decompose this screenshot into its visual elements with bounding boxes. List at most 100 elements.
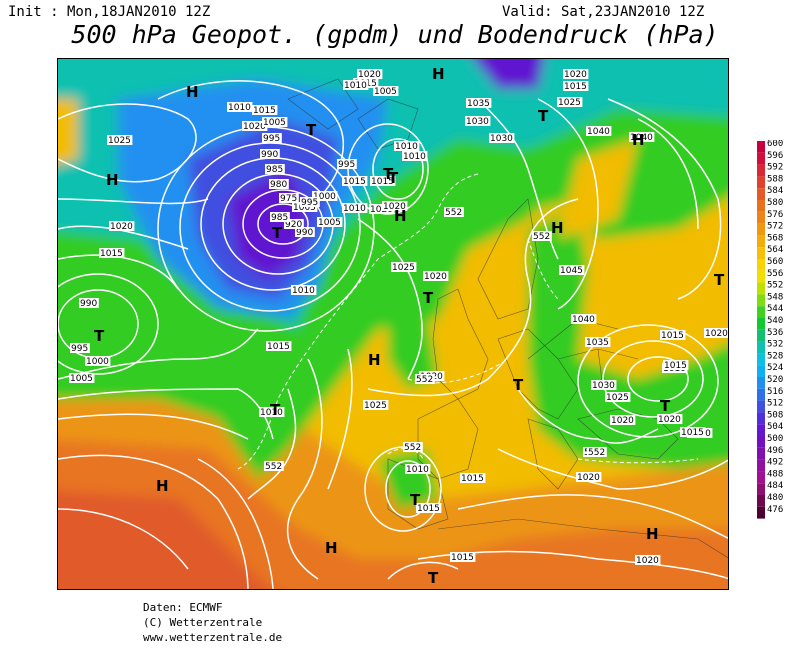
- legend-level-label: 488: [767, 469, 783, 479]
- isobar-label: 995: [338, 160, 355, 170]
- isobar-label: 1005: [70, 374, 93, 384]
- isobar-label-bg: [242, 121, 268, 131]
- geopotential-label: 552: [416, 375, 433, 385]
- isobar-label: 1010: [406, 465, 429, 475]
- isobar-label: 1000: [86, 357, 109, 367]
- isobar-label-bg: [635, 555, 661, 565]
- isobar-label-bg: [605, 392, 631, 402]
- legend-level-label: 560: [767, 257, 783, 267]
- isobar-label-bg: [680, 427, 706, 437]
- low-pressure-centre: T: [423, 289, 434, 307]
- legend-swatch: [757, 211, 765, 224]
- isobar-label: 1015: [681, 428, 704, 438]
- legend-swatch: [757, 447, 765, 460]
- isobar-label-bg: [357, 69, 383, 79]
- geopotential-field: [58, 59, 728, 589]
- legend-swatch: [757, 282, 765, 295]
- high-pressure-centre: H: [106, 171, 119, 189]
- isobar-label-bg: [585, 337, 611, 347]
- isobar-label: 1015: [661, 331, 684, 341]
- isobar-label-bg: [704, 328, 728, 338]
- geopotential-label-bg: [403, 442, 423, 452]
- legend-swatch: [757, 424, 765, 436]
- geopotential-label: 552: [265, 462, 282, 472]
- legend-swatch: [757, 412, 765, 425]
- low-pressure-centre: T: [388, 169, 399, 187]
- geopotential-label: 552: [533, 232, 550, 242]
- legend-swatch: [757, 164, 765, 177]
- isobar-label-bg: [576, 472, 602, 482]
- isobar-label: 1010: [343, 204, 366, 214]
- isobar-label-bg: [450, 552, 476, 562]
- isobar-label: 1015: [664, 361, 687, 371]
- isobar-label: 1020: [424, 272, 447, 282]
- legend-level-label: 552: [767, 281, 783, 291]
- isobar-label: 1015: [343, 177, 366, 187]
- legend-level-label: 484: [767, 481, 783, 491]
- weather-map: 1025 1020 1015 990 995 1000 1005 1010 1015 1020 10…: [57, 58, 729, 590]
- legend-swatch: [757, 306, 765, 318]
- isobar-label-bg: [591, 380, 617, 390]
- isobar-label-bg: [610, 415, 636, 425]
- isobar-label: 985: [271, 213, 288, 223]
- legend-level-label: 584: [767, 186, 783, 196]
- legend-level-label: 508: [767, 410, 783, 420]
- isobar-label-bg: [69, 373, 95, 383]
- legend-level-label: 564: [767, 245, 783, 255]
- credit-copyright: (C) Wetterzentrale: [143, 616, 263, 629]
- isobar-label-bg: [99, 248, 125, 258]
- isobar-label: 1010: [344, 81, 367, 91]
- isobar-label: 1005: [263, 118, 286, 128]
- isobar-label: 995: [301, 198, 318, 208]
- legend-swatch: [757, 459, 765, 472]
- low-pressure-centre: T: [306, 121, 317, 139]
- isobar-label: 1030: [466, 117, 489, 127]
- high-pressure-centre: H: [186, 83, 199, 101]
- isobar-label-bg: [262, 133, 282, 143]
- isobar-label-bg: [107, 135, 133, 145]
- isobar-label: 1025: [606, 393, 629, 403]
- isobar-label-bg: [489, 133, 515, 143]
- isobar-label-bg: [423, 271, 449, 281]
- legend-swatch: [757, 365, 765, 377]
- geopotential-labels: 552552552552552552552: [264, 207, 607, 472]
- isobar-label: 1020: [611, 416, 634, 426]
- legend-swatch: [757, 259, 765, 271]
- isobar-label: 1005: [318, 218, 341, 228]
- isobar-label-bg: [416, 503, 442, 513]
- isobar-label: 995: [71, 344, 88, 354]
- legend-level-label: 588: [767, 174, 783, 184]
- geopotential-label-bg: [587, 447, 607, 457]
- low-pressure-centre: T: [410, 491, 421, 509]
- valid-time: Valid: Sat,23JAN2010 12Z: [502, 4, 705, 20]
- isobar-label-bg: [291, 285, 317, 295]
- legend-level-label: 544: [767, 304, 783, 314]
- isobar-label-bg: [363, 400, 389, 410]
- legend-level-label: 480: [767, 493, 783, 503]
- isobar-label-bg: [265, 164, 285, 174]
- legend-swatch: [757, 436, 765, 448]
- isobar-label-bg: [563, 69, 589, 79]
- isobar-label: 1015: [451, 553, 474, 563]
- low-pressure-centre: T: [714, 271, 725, 289]
- geopotential-label-bg: [264, 461, 284, 471]
- legend-level-label: 476: [767, 505, 783, 515]
- legend-level-label: 504: [767, 422, 783, 432]
- geopotential-label-bg: [444, 207, 464, 217]
- isobar-label: 1015: [267, 342, 290, 352]
- isobar-label: 1040: [630, 133, 653, 143]
- isobar-label-bg: [343, 80, 369, 90]
- legend-swatch: [757, 341, 765, 354]
- isobar-label: 1005: [293, 203, 316, 213]
- legend-swatch: [757, 388, 765, 401]
- legend-level-label: 600: [767, 140, 783, 149]
- coastlines: [287, 78, 728, 559]
- isobar-label: 1040: [572, 315, 595, 325]
- isobar-label: 1010: [228, 103, 251, 113]
- legend-level-label: 548: [767, 292, 783, 302]
- isobar-label-bg: [269, 179, 289, 189]
- isobar-label: 1020: [636, 556, 659, 566]
- isobar-label: 975: [280, 194, 297, 204]
